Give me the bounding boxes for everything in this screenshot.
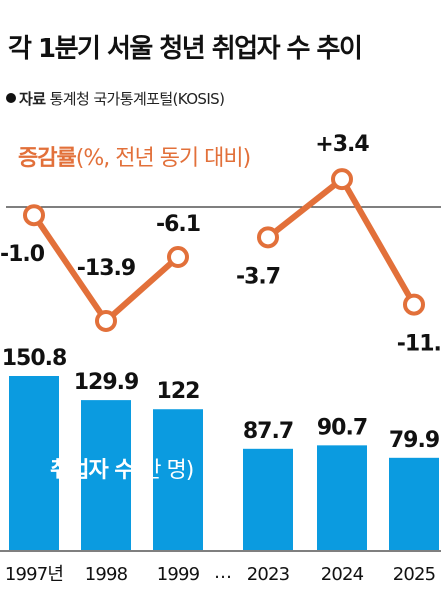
change-rate-line [265,176,417,308]
bar-value-label: 129.9 [74,370,139,395]
bar-2023 [243,448,293,550]
change-value-label: -3.7 [236,264,280,289]
change-point-1997년 [23,204,45,227]
change-value-label: +3.4 [315,132,369,157]
page-title: 각 1분기 서울 청년 취업자 수 추이 [8,34,363,64]
x-tick-label: 2024 [321,564,364,585]
change-value-label: -1.0 [0,242,45,267]
change-point-2025 [403,293,425,316]
bar-value-label: 150.8 [2,346,67,371]
employment-unit: 만 명 [141,458,186,483]
x-tick-label: 1998 [85,564,128,585]
source-label: 자료 [19,90,46,108]
employment-legend: 취업자 수(만 명) [50,458,194,483]
bar-1999 [153,409,203,550]
change-value-label: -6.1 [156,212,200,237]
bar-value-label: 122 [157,379,200,404]
change-point-2023 [257,226,279,249]
bullet-icon [6,93,16,103]
bar-2024 [317,445,367,550]
change-rate-unit: %, 전년 동기 대비 [83,146,243,171]
bar-1997년 [9,376,59,550]
source-line: 자료 통계청 국가통계포털(KOSIS) [6,88,225,109]
bar-value-label: 79.9 [389,428,439,453]
bar-1998 [81,400,131,550]
x-tick-label: 2025 [393,564,436,585]
change-value-label: -11.9 [397,332,441,357]
change-rate-title: 증감률 [18,146,77,171]
bar-2025 [389,457,439,550]
change-point-2024 [331,168,353,191]
x-tick-label: 1999 [157,564,200,585]
x-tick-label: 1997년 [5,564,63,585]
change-point-1999 [167,246,189,269]
x-tick-label: 2023 [247,564,290,585]
gap-marker: … [214,562,232,583]
change-point-1998 [95,309,117,332]
bar-value-label: 87.7 [243,419,293,444]
source-text: 통계청 국가통계포털(KOSIS) [49,90,225,108]
change-rate-legend: 증감률(%, 전년 동기 대비) [18,146,251,171]
change-value-label: -13.9 [77,256,135,281]
bar-value-label: 90.7 [317,415,367,440]
employment-title: 취업자 수 [50,458,135,483]
